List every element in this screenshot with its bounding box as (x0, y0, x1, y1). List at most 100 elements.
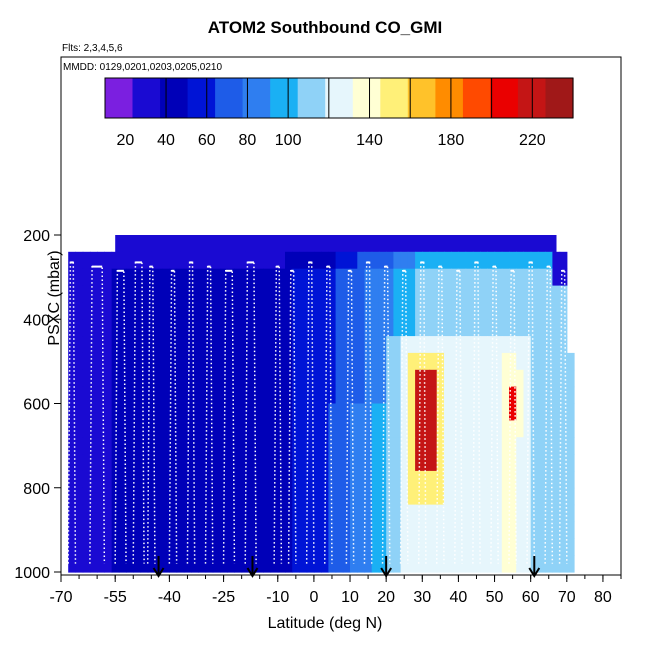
heat-cell (566, 437, 575, 455)
heat-cell (552, 470, 561, 489)
heat-cell (256, 555, 264, 573)
heat-cell (393, 521, 402, 539)
heat-cell (487, 420, 496, 438)
heat-cell (472, 268, 481, 287)
heat-cell (147, 352, 156, 371)
heat-cell (465, 470, 474, 489)
heat-cell (299, 403, 308, 421)
heat-cell (241, 403, 250, 421)
heat-cell (227, 403, 235, 421)
heat-cell (472, 504, 481, 523)
heat-cell (162, 285, 170, 303)
heat-cell (82, 470, 91, 489)
heat-cell (111, 504, 120, 523)
heat-cell (169, 268, 178, 287)
heat-cell (274, 235, 282, 253)
heat-cell (371, 403, 380, 421)
heat-cell (147, 538, 156, 556)
heat-cell (191, 454, 199, 472)
heat-cell (444, 251, 452, 270)
heat-cell (126, 538, 134, 556)
heat-cell (104, 521, 113, 539)
heat-cell (147, 386, 156, 405)
y-tick-label: 200 (23, 228, 50, 245)
heat-cell (299, 251, 308, 270)
heat-cell (422, 319, 431, 337)
heat-cell (407, 251, 416, 270)
heat-cell (126, 319, 134, 337)
heat-cell (313, 336, 322, 354)
heat-cell (154, 285, 163, 303)
heat-cell (162, 437, 170, 455)
heat-cell (480, 251, 488, 270)
heat-cell (154, 504, 163, 523)
heat-cell (162, 403, 170, 421)
heat-cell (97, 319, 105, 337)
heat-cell (530, 285, 539, 303)
heat-cell (162, 268, 170, 287)
heat-cell (205, 386, 214, 405)
heat-cell (400, 521, 409, 539)
heat-cell (382, 235, 391, 253)
heat-cell (552, 268, 561, 287)
heat-cell (451, 555, 459, 573)
heat-cell (393, 555, 402, 573)
heat-cell (411, 235, 420, 253)
heat-cell (248, 454, 257, 472)
heat-cell (111, 420, 120, 438)
heat-cell (227, 251, 235, 270)
heat-cell (393, 285, 402, 303)
heat-cell (559, 555, 568, 573)
heat-cell (321, 555, 329, 573)
heat-cell (212, 386, 221, 405)
heat-cell (523, 251, 532, 270)
heat-cell (472, 420, 481, 438)
heat-cell (335, 352, 344, 371)
heat-cell (306, 251, 315, 270)
heat-cell (154, 369, 163, 388)
heat-cell (335, 251, 344, 270)
heat-cell (400, 487, 409, 506)
heat-cell (480, 403, 488, 421)
heat-cell (147, 403, 156, 421)
heat-cell (212, 268, 221, 287)
heat-cell (393, 352, 402, 371)
heat-cell (97, 555, 105, 573)
dates-label: MMDD: 0129,0201,0203,0205,0210 (63, 62, 223, 73)
heat-cell (118, 386, 127, 405)
heat-cell (545, 386, 553, 405)
heat-cell (537, 268, 546, 287)
heat-cell (530, 403, 539, 421)
flight-track (544, 265, 554, 564)
heat-cell (530, 302, 539, 320)
heat-cell (386, 251, 394, 270)
heat-cell (378, 336, 387, 354)
heat-cell (516, 454, 524, 472)
heat-cell (516, 319, 524, 337)
heat-cell (75, 369, 84, 388)
heat-cell (133, 454, 142, 472)
heat-cell (458, 470, 467, 489)
heat-cell (118, 352, 127, 371)
heat-cell (97, 487, 105, 506)
heat-cell (357, 319, 366, 337)
heat-cell (559, 369, 568, 388)
heat-cell (198, 521, 207, 539)
heat-cell (386, 268, 394, 287)
heat-cell (126, 420, 134, 438)
heat-cell (292, 420, 300, 438)
heat-cell (335, 420, 344, 438)
heat-cell (530, 336, 539, 354)
heat-cell (198, 251, 207, 270)
heat-cell (429, 369, 438, 388)
heat-cell (111, 302, 120, 320)
heat-cell (313, 285, 322, 303)
heat-cell (277, 386, 286, 405)
heat-cell (422, 437, 431, 455)
heat-cell (162, 319, 170, 337)
heat-cell (436, 268, 445, 287)
heat-cell (205, 403, 214, 421)
heat-cell (552, 251, 561, 270)
heat-cell (324, 235, 333, 253)
heat-cell (509, 454, 517, 472)
